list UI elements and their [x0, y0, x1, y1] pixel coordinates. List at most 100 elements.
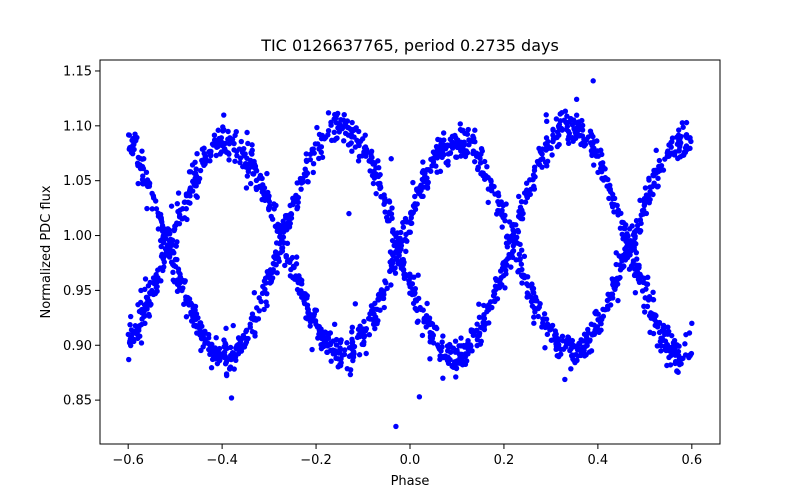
data-point-2102 [454, 154, 460, 160]
data-points [125, 78, 695, 430]
data-point-1004 [131, 139, 137, 146]
data-point-1882 [641, 202, 648, 208]
y-tick-label: 0.95 [63, 284, 92, 299]
data-point-1065 [349, 119, 355, 126]
data-point-2071 [448, 143, 454, 149]
data-point-2122 [283, 253, 290, 259]
data-point-1952 [464, 131, 471, 137]
data-point-1009 [252, 330, 258, 336]
data-point-1954 [225, 136, 231, 142]
data-point-1837 [529, 303, 536, 309]
data-point-646 [401, 275, 408, 281]
data-point-581 [328, 122, 334, 128]
data-point-2149 [477, 155, 483, 162]
data-point-1930 [289, 254, 296, 261]
data-point-144 [310, 161, 317, 167]
data-point-979 [652, 312, 658, 318]
data-point-353 [544, 163, 550, 169]
data-point-396 [557, 111, 563, 117]
data-point-945 [153, 206, 160, 212]
data-point-2204 [388, 156, 394, 162]
data-point-513 [556, 124, 562, 131]
data-point-1077 [125, 132, 132, 138]
data-point-2153 [304, 295, 310, 301]
data-point-926 [325, 132, 331, 138]
data-point-1984 [344, 365, 350, 372]
data-point-1851 [419, 176, 426, 183]
data-point-1349 [168, 203, 175, 209]
data-point-815 [262, 286, 268, 293]
data-point-2129 [139, 307, 146, 313]
data-point-910 [425, 322, 432, 328]
data-point-1033 [386, 209, 393, 215]
data-point-2192 [669, 135, 676, 141]
x-axis-ticks: −0.6 −0.4 −0.2 0.0 0.2 0.4 0.6 [112, 444, 702, 468]
data-point-1475 [559, 333, 566, 339]
data-point-2111 [159, 251, 165, 258]
data-point-890 [349, 148, 355, 154]
data-point-2143 [244, 161, 250, 167]
data-point-1015 [514, 234, 520, 240]
data-point-973 [641, 303, 647, 310]
data-point-2163 [292, 276, 298, 282]
data-point-2004 [646, 177, 652, 183]
data-point-1914 [320, 341, 326, 347]
data-point-285 [587, 128, 594, 134]
data-point-547 [189, 302, 195, 308]
data-point-1809 [472, 158, 478, 165]
data-point-870 [422, 317, 428, 324]
data-point-1095 [670, 340, 677, 346]
data-point-1962 [284, 258, 291, 265]
data-point-984 [372, 160, 378, 166]
data-point-1812 [241, 153, 247, 159]
data-point-1872 [529, 284, 535, 291]
data-point-2194 [192, 175, 198, 182]
data-point-2100 [338, 337, 344, 343]
data-point-1646 [643, 210, 650, 217]
data-point-855 [213, 335, 219, 341]
data-point-2119 [261, 192, 267, 198]
data-point-1778 [171, 226, 178, 232]
data-point-308 [564, 113, 570, 119]
data-point-818 [565, 128, 572, 135]
data-point-1880 [650, 182, 657, 189]
data-point-1029 [303, 172, 309, 178]
data-point-53 [149, 206, 155, 212]
data-point-819 [193, 324, 200, 330]
data-point-875 [158, 217, 165, 223]
data-point-1842 [181, 215, 188, 221]
data-point-1555 [400, 224, 407, 230]
data-point-1828 [509, 251, 515, 257]
data-point-2146 [293, 254, 300, 260]
data-point-971 [503, 240, 510, 246]
data-point-800 [348, 140, 354, 146]
data-point-1008 [523, 191, 529, 197]
data-point-864 [670, 350, 676, 356]
data-point-937 [194, 330, 200, 336]
x-tick-label: −0.4 [206, 453, 238, 468]
data-point-2135 [452, 142, 459, 149]
data-point-2182 [149, 287, 155, 294]
data-point-1180 [516, 251, 523, 258]
data-point-1940 [644, 198, 650, 204]
data-point-624 [331, 129, 337, 135]
data-point-958 [381, 192, 387, 198]
data-point-1724 [331, 321, 338, 328]
data-point-1738 [372, 325, 378, 332]
data-point-518 [338, 116, 344, 123]
data-point-846 [663, 347, 669, 354]
data-point-763 [293, 192, 299, 199]
data-point-1016 [209, 344, 215, 351]
data-point-1012 [491, 291, 498, 297]
data-point-2201 [590, 78, 596, 84]
data-point-1846 [361, 339, 367, 345]
data-point-577 [264, 290, 270, 297]
data-point-962 [445, 360, 452, 367]
data-point-1705 [273, 240, 280, 246]
data-point-243 [590, 133, 596, 140]
data-point-877 [261, 278, 268, 284]
data-point-609 [493, 277, 500, 283]
data-point-959 [316, 155, 322, 162]
data-point-1212 [531, 314, 537, 320]
x-axis-label: Phase [391, 474, 430, 489]
